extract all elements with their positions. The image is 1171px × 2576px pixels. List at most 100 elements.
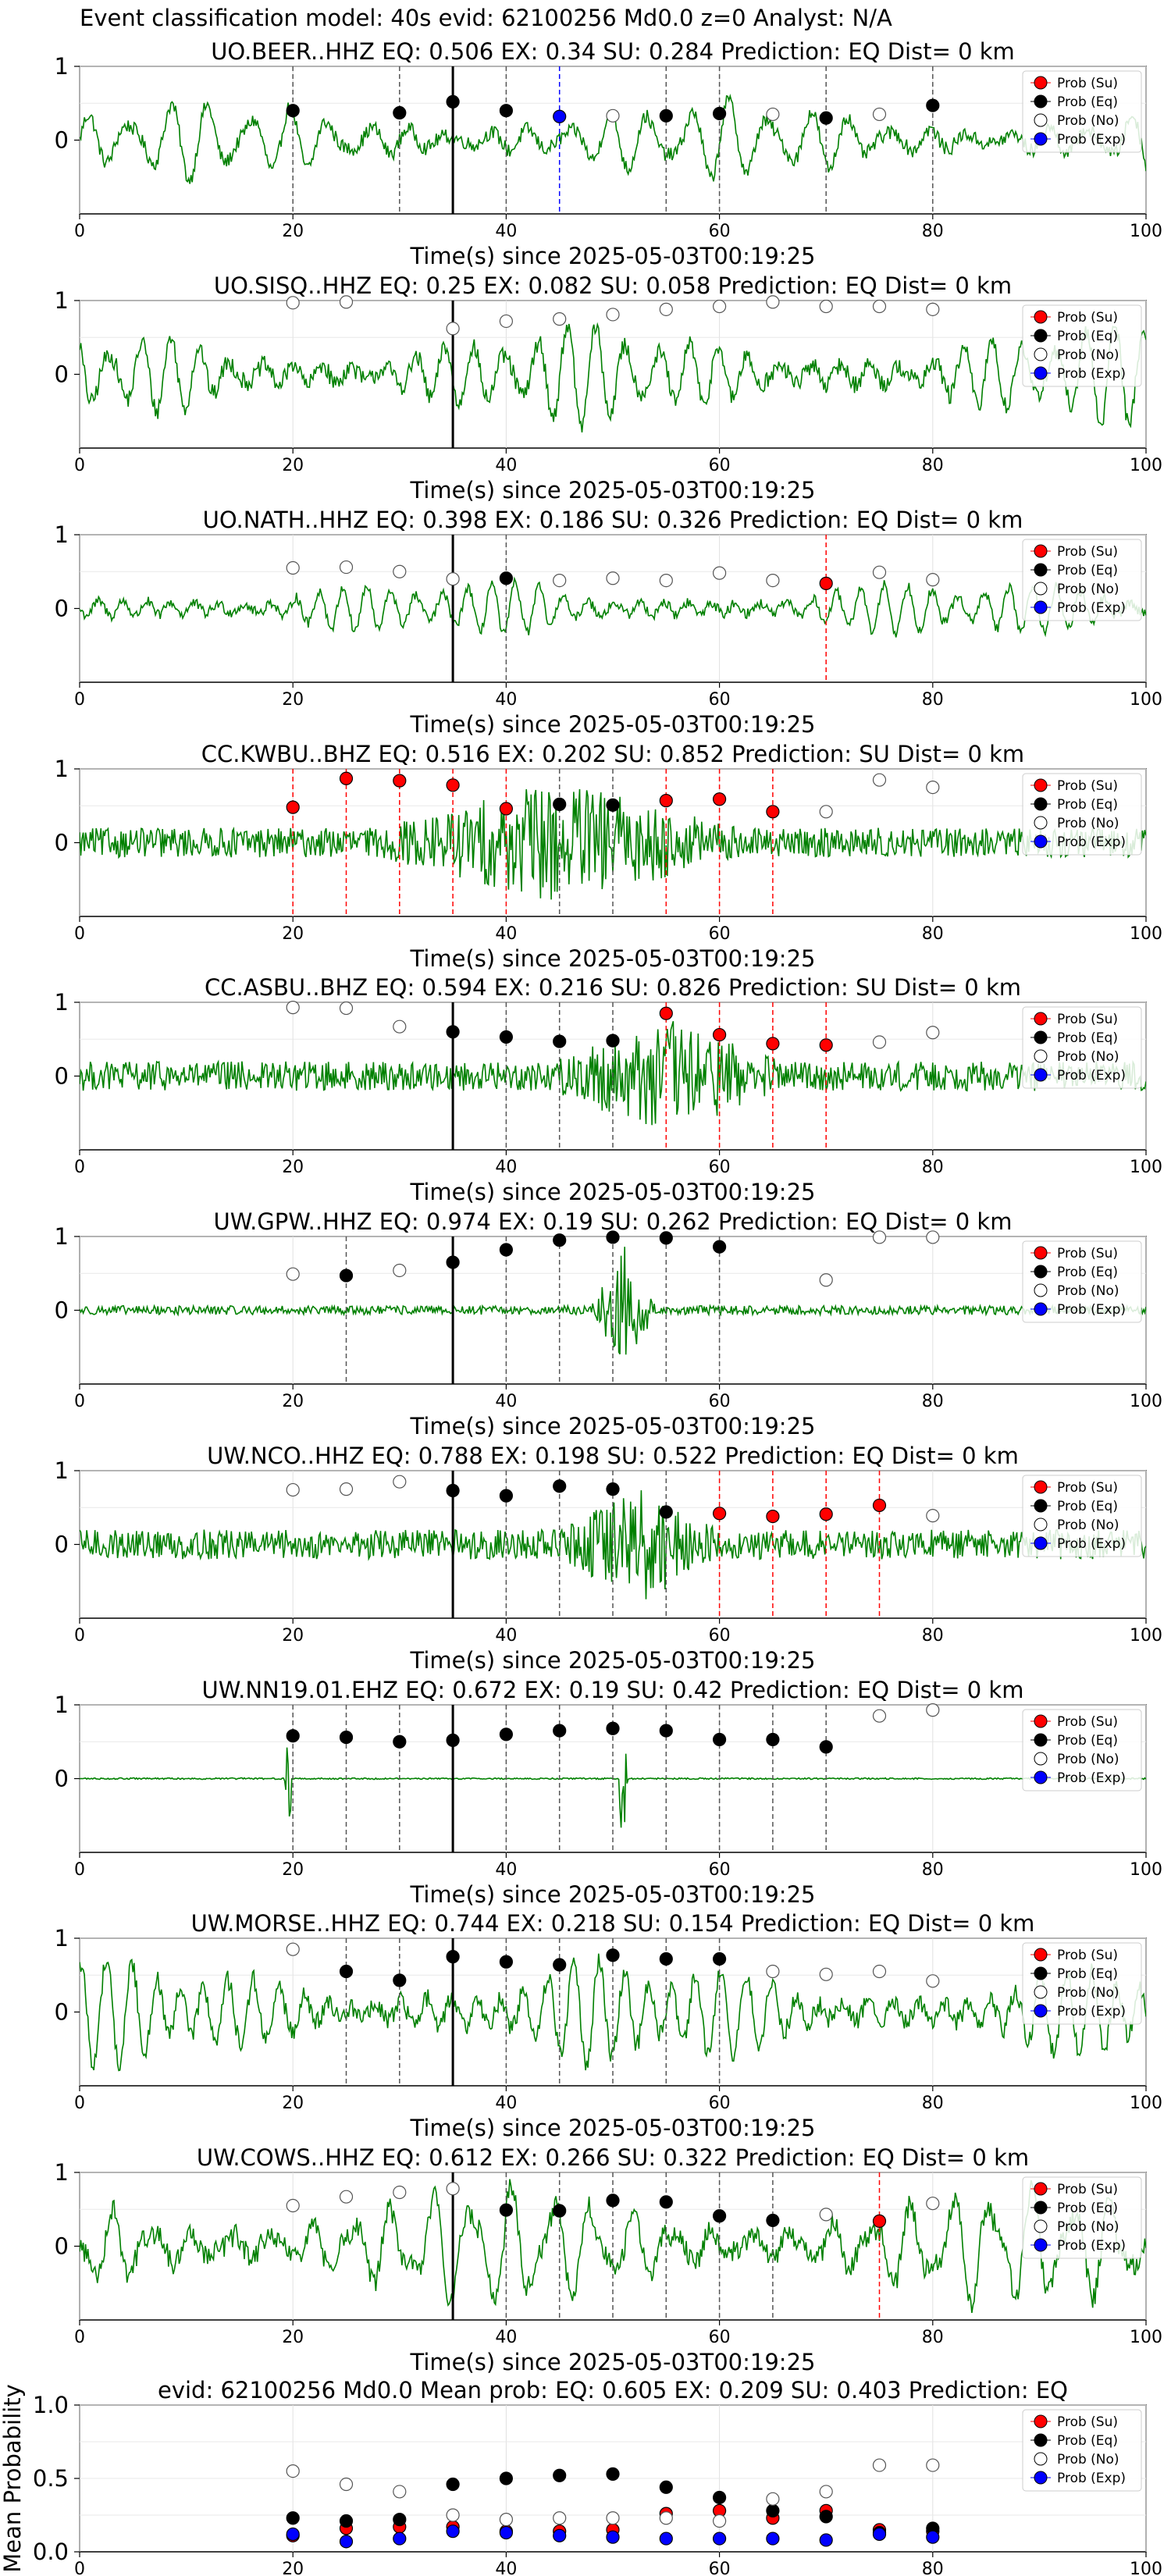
y-tick-label: 1 — [55, 1925, 69, 1952]
chart-panel-11: 0 20 40 60 80 100 0.0 0.5 1.0 evid: 62100256 Md0.… — [0, 2377, 1162, 2576]
chart-panel-10: 0 20 40 60 80 100 0 1 UW.COWS..HHZ EQ: 0.612 EX:… — [55, 2144, 1162, 2375]
chart-panel-8: 0 20 40 60 80 100 0 1 UW.NN19.01.EHZ EQ: 0.672 E… — [55, 1677, 1162, 1908]
prob-point-eq — [339, 1964, 354, 1979]
legend-marker — [1034, 2238, 1048, 2252]
legend-box — [1022, 2176, 1142, 2259]
legend-label: Prob (Su) — [1057, 310, 1118, 326]
legend-label: Prob (No) — [1057, 113, 1119, 129]
prob-point-su — [766, 1037, 780, 1051]
mean-point-no — [286, 2464, 300, 2478]
x-tick-label: 100 — [1130, 1626, 1162, 1646]
prob-point-eq — [659, 1505, 673, 1519]
x-tick-label: 0 — [74, 1626, 85, 1646]
y-tick-label: 1 — [55, 287, 69, 314]
legend-label: Prob (Su) — [1057, 778, 1118, 794]
prob-point-eq — [553, 1958, 567, 1972]
x-tick-label: 100 — [1130, 1392, 1162, 1411]
legend-label: Prob (Su) — [1057, 1012, 1118, 1027]
legend-label: Prob (No) — [1057, 582, 1119, 597]
prob-point-no — [766, 295, 780, 309]
x-tick-label: 60 — [709, 456, 731, 475]
x-tick-label: 40 — [495, 1860, 517, 1880]
x-tick-label: 40 — [495, 2328, 517, 2347]
y-tick-label: 0 — [55, 1766, 69, 1792]
prob-point-no — [286, 1001, 300, 1015]
legend-marker — [1034, 1770, 1048, 1784]
prob-point-eq — [499, 1727, 514, 1742]
prob-point-su — [286, 800, 300, 814]
legend-marker — [1034, 1283, 1048, 1297]
x-tick-label: 100 — [1130, 456, 1162, 475]
prob-point-no — [926, 573, 940, 587]
legend-marker — [1034, 113, 1048, 127]
mean-point-no — [446, 2508, 460, 2522]
x-tick-label: 40 — [495, 1626, 517, 1646]
prob-point-no — [819, 299, 833, 314]
prob-point-su — [872, 1498, 887, 1513]
prob-point-eq — [446, 1950, 460, 1964]
mean-point-no — [819, 2485, 833, 2499]
prob-point-eq — [766, 1732, 780, 1747]
legend-marker — [1034, 1714, 1048, 1728]
prob-point-su — [712, 792, 727, 806]
legend-label: Prob (Eq) — [1057, 2433, 1118, 2449]
prob-point-eq — [499, 1489, 514, 1503]
x-tick-label: 20 — [282, 1626, 304, 1646]
prob-point-eq — [659, 1952, 673, 1966]
legend-label: Prob (Su) — [1057, 2414, 1118, 2430]
x-tick-label: 40 — [495, 456, 517, 475]
x-tick-label: 100 — [1130, 924, 1162, 944]
mean-point-eq — [659, 2480, 673, 2494]
prob-point-eq — [286, 1729, 300, 1743]
y-tick-label: 1 — [55, 1223, 69, 1250]
panel-title: UW.COWS..HHZ EQ: 0.612 EX: 0.266 SU: 0.3… — [197, 2144, 1029, 2171]
prob-point-su — [766, 805, 780, 819]
prob-point-eq — [553, 1479, 567, 1493]
mean-point-no — [553, 2511, 567, 2525]
prob-point-eq — [606, 1230, 620, 1244]
panel-title: UO.BEER..HHZ EQ: 0.506 EX: 0.34 SU: 0.28… — [211, 38, 1015, 65]
mean-point-exp — [499, 2525, 514, 2540]
x-tick-label: 60 — [709, 1626, 731, 1646]
legend-label: Prob (No) — [1057, 1517, 1119, 1533]
legend-marker — [1034, 2004, 1048, 2018]
legend-label: Prob (Su) — [1057, 2182, 1118, 2197]
prob-point-no — [286, 560, 300, 575]
panel-title: UW.MORSE..HHZ EQ: 0.744 EX: 0.218 SU: 0.… — [191, 1910, 1035, 1937]
x-tick-label: 60 — [709, 924, 731, 944]
legend-label: Prob (Su) — [1057, 1246, 1118, 1261]
x-tick-label: 20 — [282, 924, 304, 944]
prob-point-eq — [712, 2209, 727, 2223]
legend-marker — [1034, 1246, 1048, 1260]
mean-point-exp — [819, 2533, 833, 2547]
prob-point-eq — [606, 798, 620, 812]
x-tick-label: 0 — [74, 690, 85, 710]
legend-label: Prob (No) — [1057, 816, 1119, 831]
prob-point-exp — [553, 109, 567, 123]
legend-marker — [1034, 1030, 1048, 1044]
legend-label: Prob (Exp) — [1057, 600, 1126, 616]
x-tick-label: 0 — [74, 1392, 85, 1411]
legend-label: Prob (No) — [1057, 1283, 1119, 1299]
x-tick-label: 40 — [495, 2094, 517, 2113]
prob-point-su — [446, 778, 460, 792]
prob-point-eq — [819, 111, 833, 125]
x-tick-label: 40 — [495, 2560, 517, 2576]
x-tick-label: 80 — [922, 1158, 944, 1177]
legend-marker — [1034, 2201, 1048, 2215]
prob-point-eq — [499, 104, 514, 118]
x-tick-label: 60 — [709, 2560, 731, 2576]
x-axis-label: Time(s) since 2025-05-03T00:19:25 — [410, 243, 816, 269]
prob-point-no — [499, 314, 514, 329]
prob-point-no — [926, 781, 940, 795]
x-tick-label: 0 — [74, 924, 85, 944]
y-tick-label: 0 — [55, 1999, 69, 2026]
legend-marker — [1034, 2433, 1048, 2447]
legend-marker — [1034, 1049, 1048, 1063]
y-tick-label: 0 — [55, 2233, 69, 2260]
legend-label: Prob (Exp) — [1057, 132, 1126, 148]
prob-point-eq — [712, 1240, 727, 1254]
x-tick-label: 0 — [74, 2094, 85, 2113]
prob-point-eq — [659, 1231, 673, 1245]
